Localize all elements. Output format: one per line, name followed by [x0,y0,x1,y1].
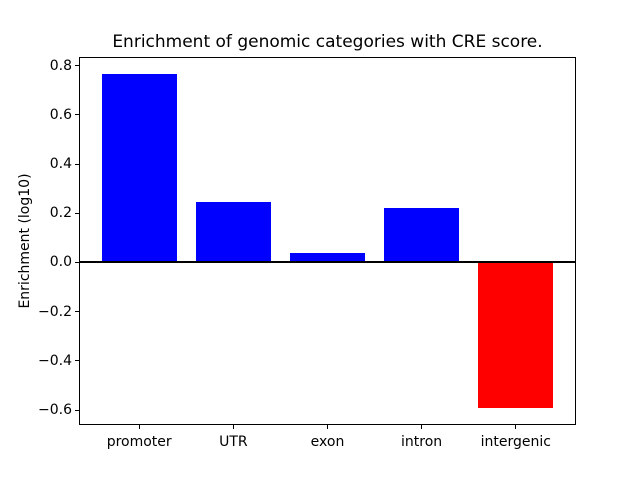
bar-intergenic [478,262,554,409]
y-tick-label: 0.4 [49,156,72,172]
bar-UTR [195,201,271,263]
y-tick-mark [75,360,79,362]
bar-exon [289,253,366,263]
chart-title: Enrichment of genomic categories with CR… [112,32,543,52]
x-tick-label-UTR: UTR [219,434,248,450]
y-tick-mark [75,114,79,116]
y-tick-label: 0.0 [49,254,72,271]
y-tick-mark [75,261,79,263]
x-tick-mark [327,425,328,429]
y-tick-mark [75,163,79,165]
x-tick-mark [515,425,517,429]
y-tick-mark [75,212,79,214]
x-tick-label-promoter: promoter [106,434,172,450]
x-tick-mark [421,425,423,429]
y-tick-label: −0.2 [38,303,72,320]
x-tick-mark [138,425,140,429]
zero-line [79,261,576,264]
y-tick-label: −0.6 [38,402,72,418]
y-tick-mark [75,65,79,67]
y-tick-mark [75,409,79,411]
y-tick-label: 0.6 [49,106,72,123]
x-tick-mark [232,425,234,429]
x-tick-label-exon: exon [310,434,345,450]
x-tick-label-intergenic: intergenic [480,434,551,450]
y-tick-label: 0.8 [49,57,72,74]
bar-promoter [101,74,177,263]
y-tick-label: 0.2 [49,205,72,222]
y-tick-label: −0.4 [38,352,72,369]
bar-intron [384,207,460,263]
x-tick-label-intron: intron [401,434,443,450]
y-axis-label: Enrichment (log10) [17,173,33,309]
y-tick-mark [75,311,79,313]
